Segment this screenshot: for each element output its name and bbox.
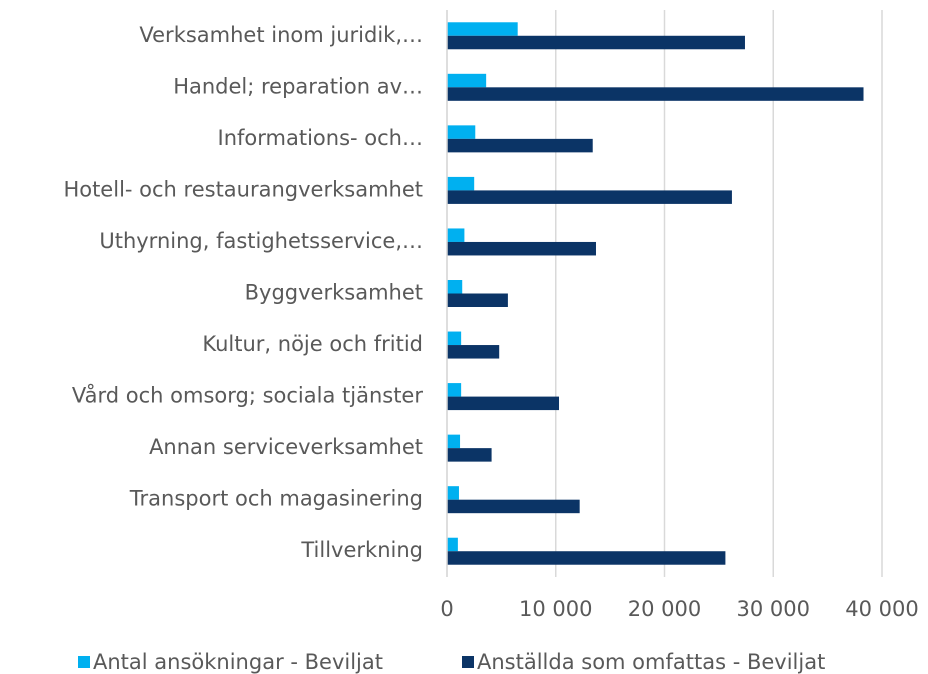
bar — [447, 551, 726, 565]
legend-swatch — [462, 656, 474, 668]
bar — [447, 35, 745, 50]
x-tick-label: 10 000 — [519, 597, 592, 621]
bar — [447, 293, 508, 307]
x-tick-label: 20 000 — [628, 597, 701, 621]
legend-label: Antal ansökningar - Beviljat — [93, 650, 383, 674]
bar — [447, 434, 461, 449]
bar — [447, 73, 487, 88]
y-tick-label: Vård och omsorg; sociala tjänster — [72, 383, 423, 408]
bar — [447, 448, 492, 462]
legend-swatch — [78, 656, 90, 668]
y-tick-label: Annan serviceverksamhet — [149, 435, 423, 459]
y-tick-label: Kultur, nöje och fritid — [202, 332, 423, 356]
y-tick-label: Verksamhet inom juridik,… — [139, 23, 423, 47]
y-tick-label: Hotell- och restaurangverksamhet — [63, 177, 423, 201]
bar — [447, 280, 463, 294]
x-tick-label: 0 — [440, 597, 453, 621]
bar — [447, 331, 462, 346]
bar — [447, 486, 459, 500]
bar — [447, 383, 462, 397]
y-tick-label: Handel; reparation av… — [173, 74, 423, 98]
legend-label: Anställda som omfattas - Beviljat — [477, 650, 825, 674]
bar — [447, 138, 593, 153]
bar — [447, 537, 458, 552]
x-tick-label: 40 000 — [845, 597, 918, 621]
bar — [447, 396, 560, 411]
bar — [447, 190, 732, 204]
bar — [447, 241, 596, 256]
bar — [447, 22, 518, 36]
x-tick-label: 30 000 — [737, 597, 810, 621]
y-tick-label: Informations- och… — [218, 126, 423, 150]
bar — [447, 228, 465, 242]
y-tick-label: Byggverksamhet — [245, 281, 423, 305]
bar — [447, 125, 476, 139]
bar — [447, 87, 864, 101]
y-tick-label: Tillverkning — [300, 538, 423, 562]
y-tick-label: Uthyrning, fastighetsservice,… — [99, 229, 423, 253]
y-tick-label: Transport och magasinering — [129, 487, 423, 511]
bar — [447, 499, 580, 514]
bar — [447, 176, 475, 191]
bar — [447, 345, 500, 359]
